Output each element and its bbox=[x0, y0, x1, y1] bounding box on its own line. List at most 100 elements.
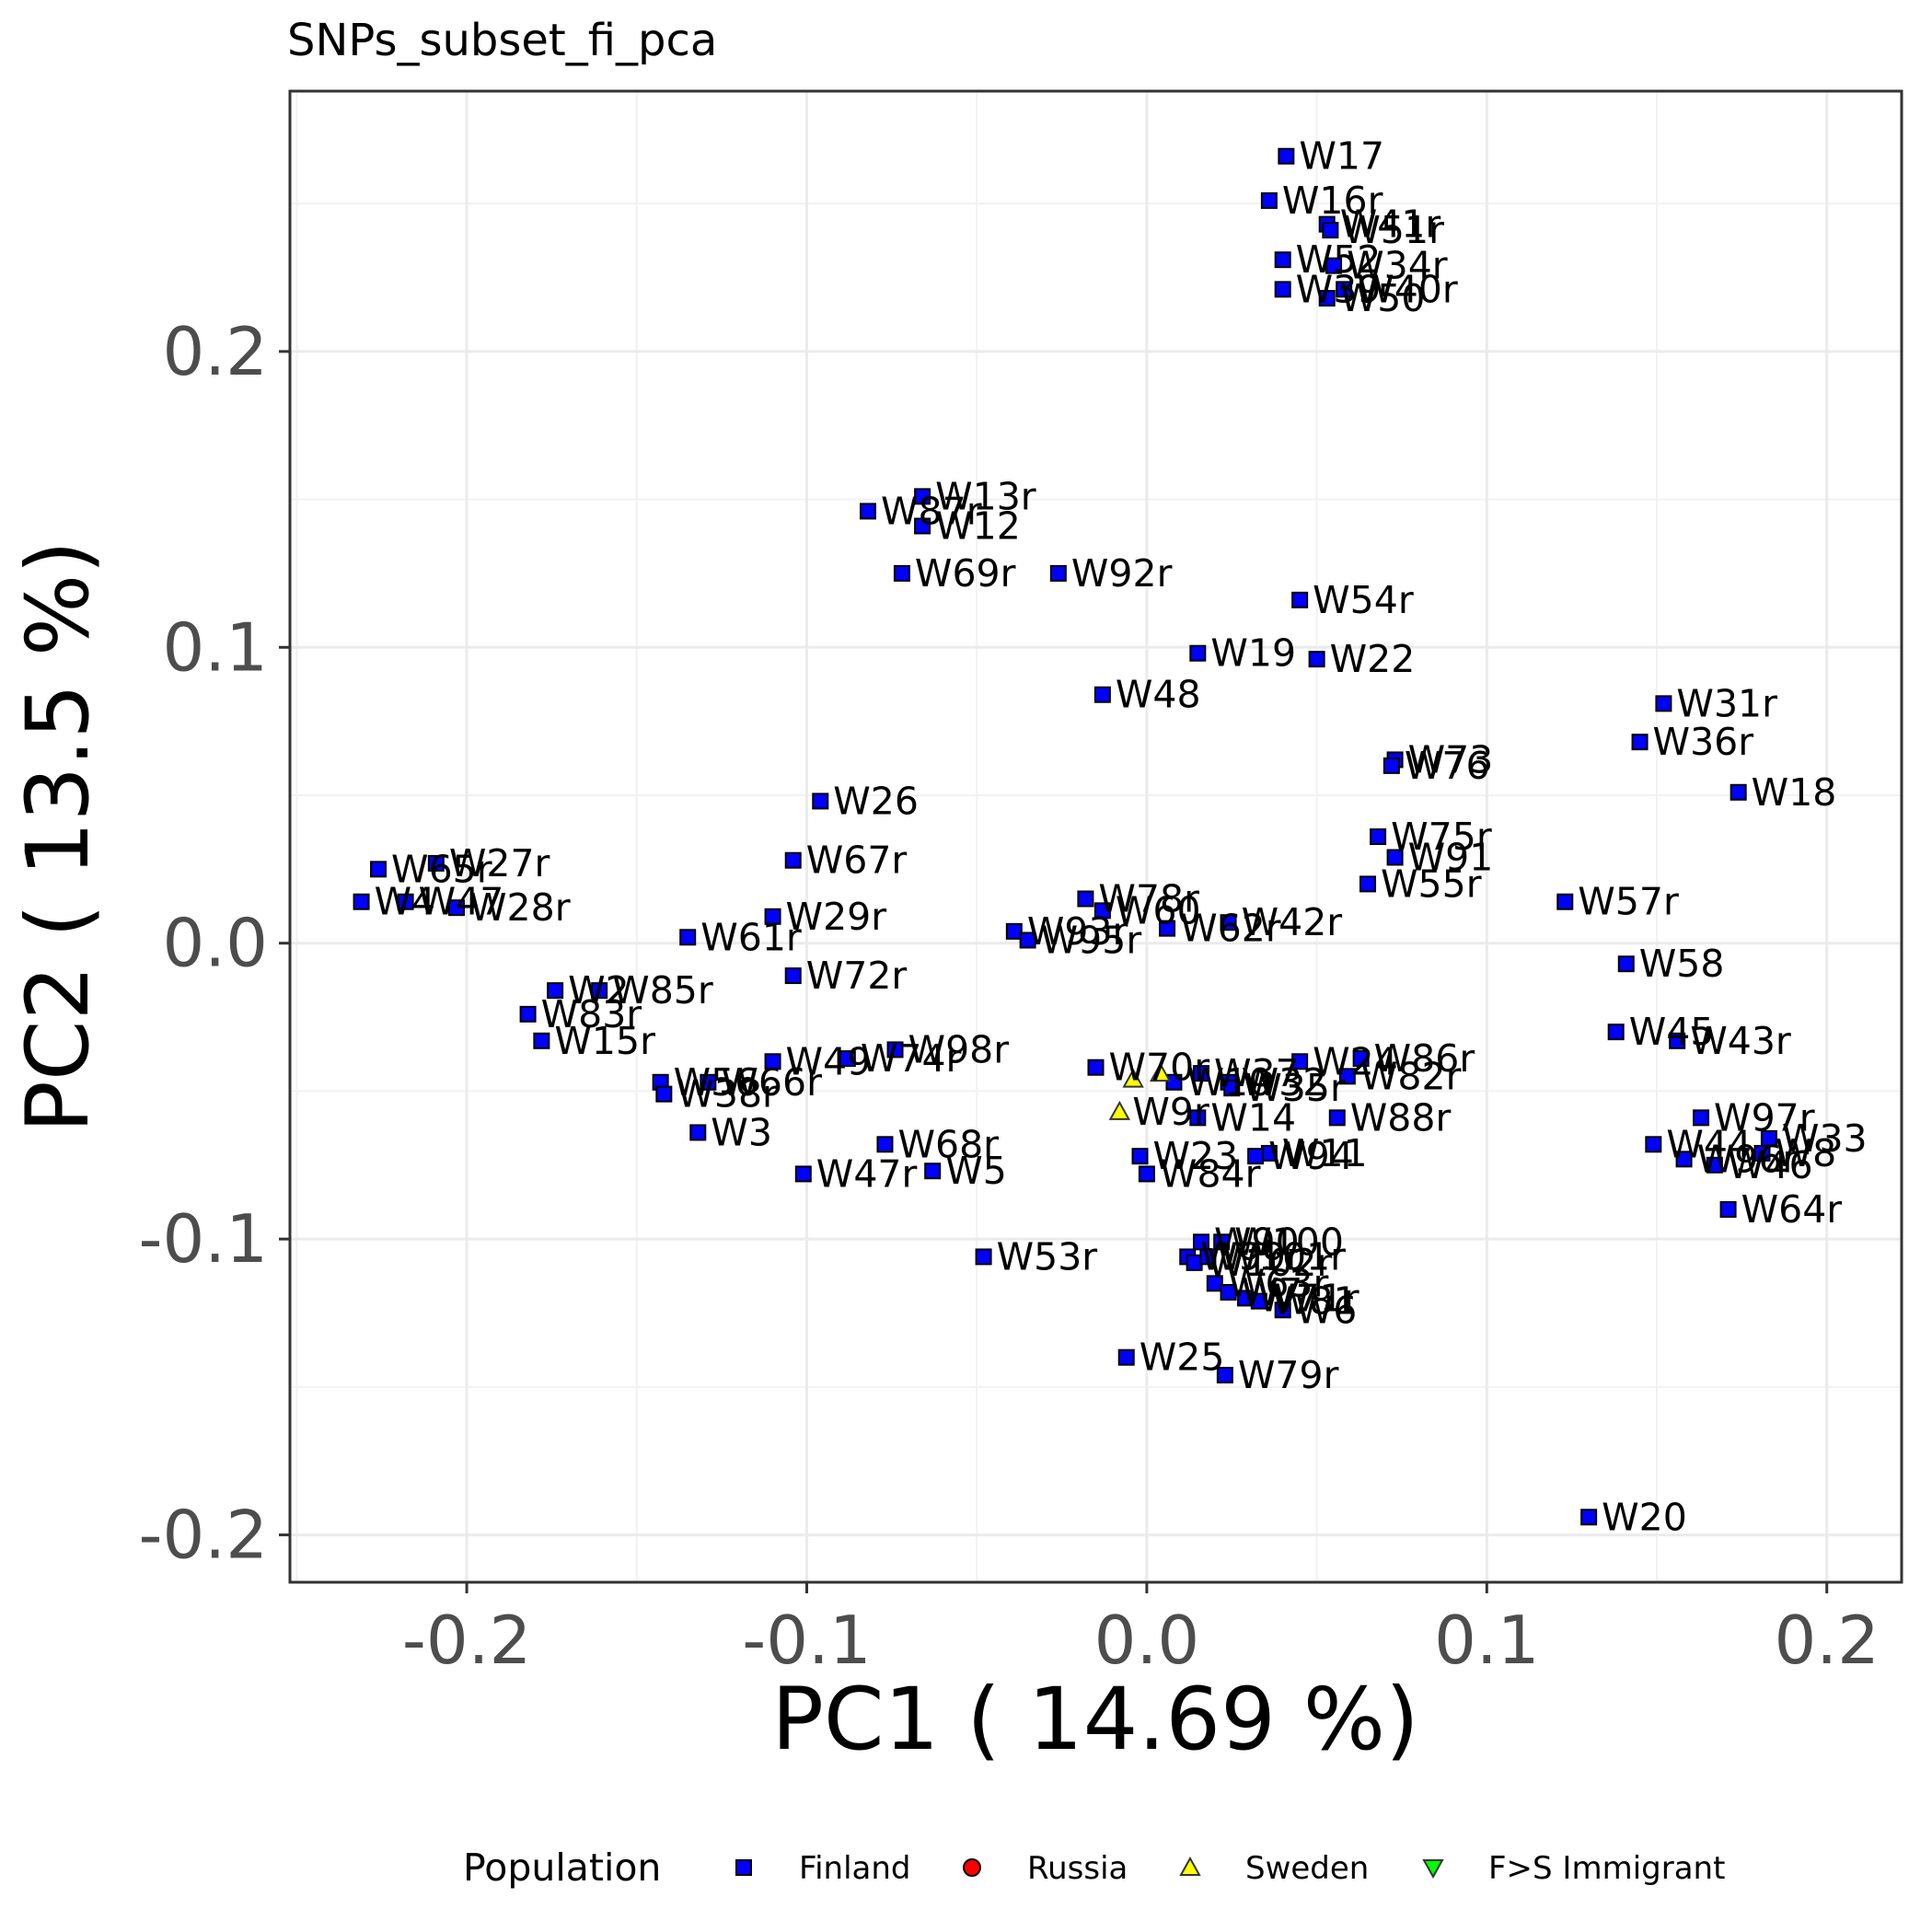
data-point-label: W14 bbox=[1210, 1095, 1296, 1140]
x-tick-label: -0.1 bbox=[742, 1602, 871, 1679]
data-point bbox=[1131, 1148, 1149, 1165]
data-point-label: W101r bbox=[1221, 1234, 1346, 1278]
data-point-label: W82r bbox=[1360, 1054, 1462, 1098]
data-point bbox=[1247, 1148, 1265, 1165]
data-point-label: W61r bbox=[700, 915, 802, 959]
data-point-label: W22 bbox=[1330, 637, 1416, 681]
data-point bbox=[1005, 922, 1023, 940]
data-point-label: W44 bbox=[1666, 1122, 1752, 1166]
data-point bbox=[1077, 890, 1094, 908]
data-point bbox=[519, 1005, 537, 1023]
x-axis-ticks: -0.2 -0.1 0.0 0.1 0.2 bbox=[402, 1582, 1880, 1679]
data-point-label: W50 bbox=[1340, 276, 1426, 320]
data-point-label: W63r bbox=[1228, 1261, 1329, 1305]
data-point bbox=[1165, 1073, 1183, 1091]
data-point-label: W38r bbox=[677, 1072, 778, 1116]
data-point bbox=[679, 929, 697, 946]
data-point bbox=[1617, 955, 1635, 973]
data-point bbox=[1250, 1292, 1267, 1310]
data-point bbox=[812, 792, 829, 810]
data-point-label: W84r bbox=[1160, 1151, 1261, 1196]
data-point bbox=[1220, 1284, 1237, 1301]
data-point-label: W87r bbox=[881, 489, 982, 533]
data-point bbox=[655, 1085, 673, 1103]
data-point-label: W7 bbox=[1242, 1270, 1303, 1314]
data-point-label: W66r bbox=[721, 1060, 822, 1105]
data-point-label: W55r bbox=[1381, 862, 1482, 906]
data-point bbox=[1189, 1109, 1207, 1127]
data-point bbox=[1318, 290, 1336, 307]
data-point bbox=[1386, 849, 1404, 866]
data-point-label: W17 bbox=[1299, 134, 1384, 179]
data-point-label: W37 bbox=[1214, 1051, 1300, 1095]
data-point bbox=[1087, 1059, 1105, 1076]
data-point-label: W96r bbox=[1697, 1137, 1799, 1181]
data-point-label: W71r bbox=[1258, 1276, 1359, 1320]
data-point bbox=[1631, 734, 1649, 751]
data-point bbox=[1199, 1248, 1217, 1266]
data-point-label: W40r bbox=[1357, 267, 1458, 311]
data-point-label: W33 bbox=[1782, 1116, 1868, 1161]
y-axis-title: PC2 ( 13.5 %) bbox=[8, 540, 109, 1133]
data-point-label: W74r bbox=[861, 1036, 962, 1081]
data-point-label: W97r bbox=[1714, 1095, 1815, 1140]
data-point bbox=[1213, 1233, 1231, 1251]
data-point bbox=[1328, 1109, 1346, 1127]
data-point bbox=[1669, 1032, 1686, 1049]
data-point bbox=[397, 893, 414, 910]
y-tick-label: -0.1 bbox=[139, 1200, 268, 1278]
data-point bbox=[886, 1041, 904, 1059]
data-point bbox=[1223, 1080, 1241, 1097]
data-point bbox=[370, 861, 388, 878]
data-point bbox=[914, 488, 931, 505]
data-point bbox=[839, 1050, 856, 1068]
data-point bbox=[448, 899, 466, 917]
data-point-label: W73 bbox=[1408, 737, 1494, 781]
data-point bbox=[1220, 914, 1237, 931]
data-point bbox=[1338, 1068, 1356, 1085]
data-points bbox=[353, 147, 1777, 1526]
data-point-label: W49 bbox=[786, 1039, 872, 1083]
data-point-label: W100 bbox=[1234, 1220, 1344, 1264]
data-point bbox=[859, 503, 876, 520]
data-point bbox=[1117, 1348, 1135, 1366]
data-point bbox=[1291, 1053, 1309, 1070]
data-point-label: W70r bbox=[1109, 1046, 1210, 1090]
data-point-label: W20 bbox=[1602, 1495, 1687, 1539]
data-point-label: W36r bbox=[1653, 720, 1754, 764]
data-point-label: W18 bbox=[1752, 770, 1837, 815]
data-point-label: W39 bbox=[1296, 267, 1382, 311]
data-point bbox=[1278, 147, 1295, 165]
data-point bbox=[1336, 281, 1353, 298]
data-point bbox=[1352, 1050, 1370, 1068]
data-point-label: W3 bbox=[711, 1110, 772, 1154]
data-point-label: W6 bbox=[1296, 1288, 1358, 1332]
data-point bbox=[1291, 591, 1309, 608]
data-point-label: W9r bbox=[1132, 1090, 1209, 1134]
data-point-label: W94 bbox=[1268, 1134, 1354, 1178]
data-point bbox=[1370, 828, 1387, 845]
x-tick-label: -0.2 bbox=[402, 1602, 531, 1679]
data-point bbox=[794, 1165, 812, 1183]
data-point bbox=[975, 1248, 992, 1266]
y-tick-label: -0.2 bbox=[139, 1497, 268, 1574]
data-point-label: W85r bbox=[612, 968, 713, 1012]
y-tick-label: 0.0 bbox=[162, 905, 268, 982]
data-point bbox=[700, 1073, 717, 1091]
data-point-label: W35r bbox=[1244, 1066, 1346, 1110]
data-point bbox=[1322, 222, 1339, 239]
data-point bbox=[1359, 875, 1377, 893]
data-point bbox=[784, 967, 802, 985]
data-point bbox=[914, 517, 931, 535]
grid-minor-lines bbox=[290, 91, 1902, 1582]
data-point-label: W47r bbox=[816, 1151, 918, 1196]
data-point-label: W86r bbox=[1374, 1036, 1475, 1081]
data-point-label: W45 bbox=[1629, 1010, 1715, 1054]
data-point bbox=[1693, 1109, 1710, 1127]
data-point-label: W2 bbox=[568, 968, 630, 1012]
data-point-label: W15r bbox=[554, 1019, 655, 1063]
data-point-label: W98r bbox=[908, 1027, 1010, 1071]
legend-key-2 bbox=[1179, 1856, 1201, 1876]
